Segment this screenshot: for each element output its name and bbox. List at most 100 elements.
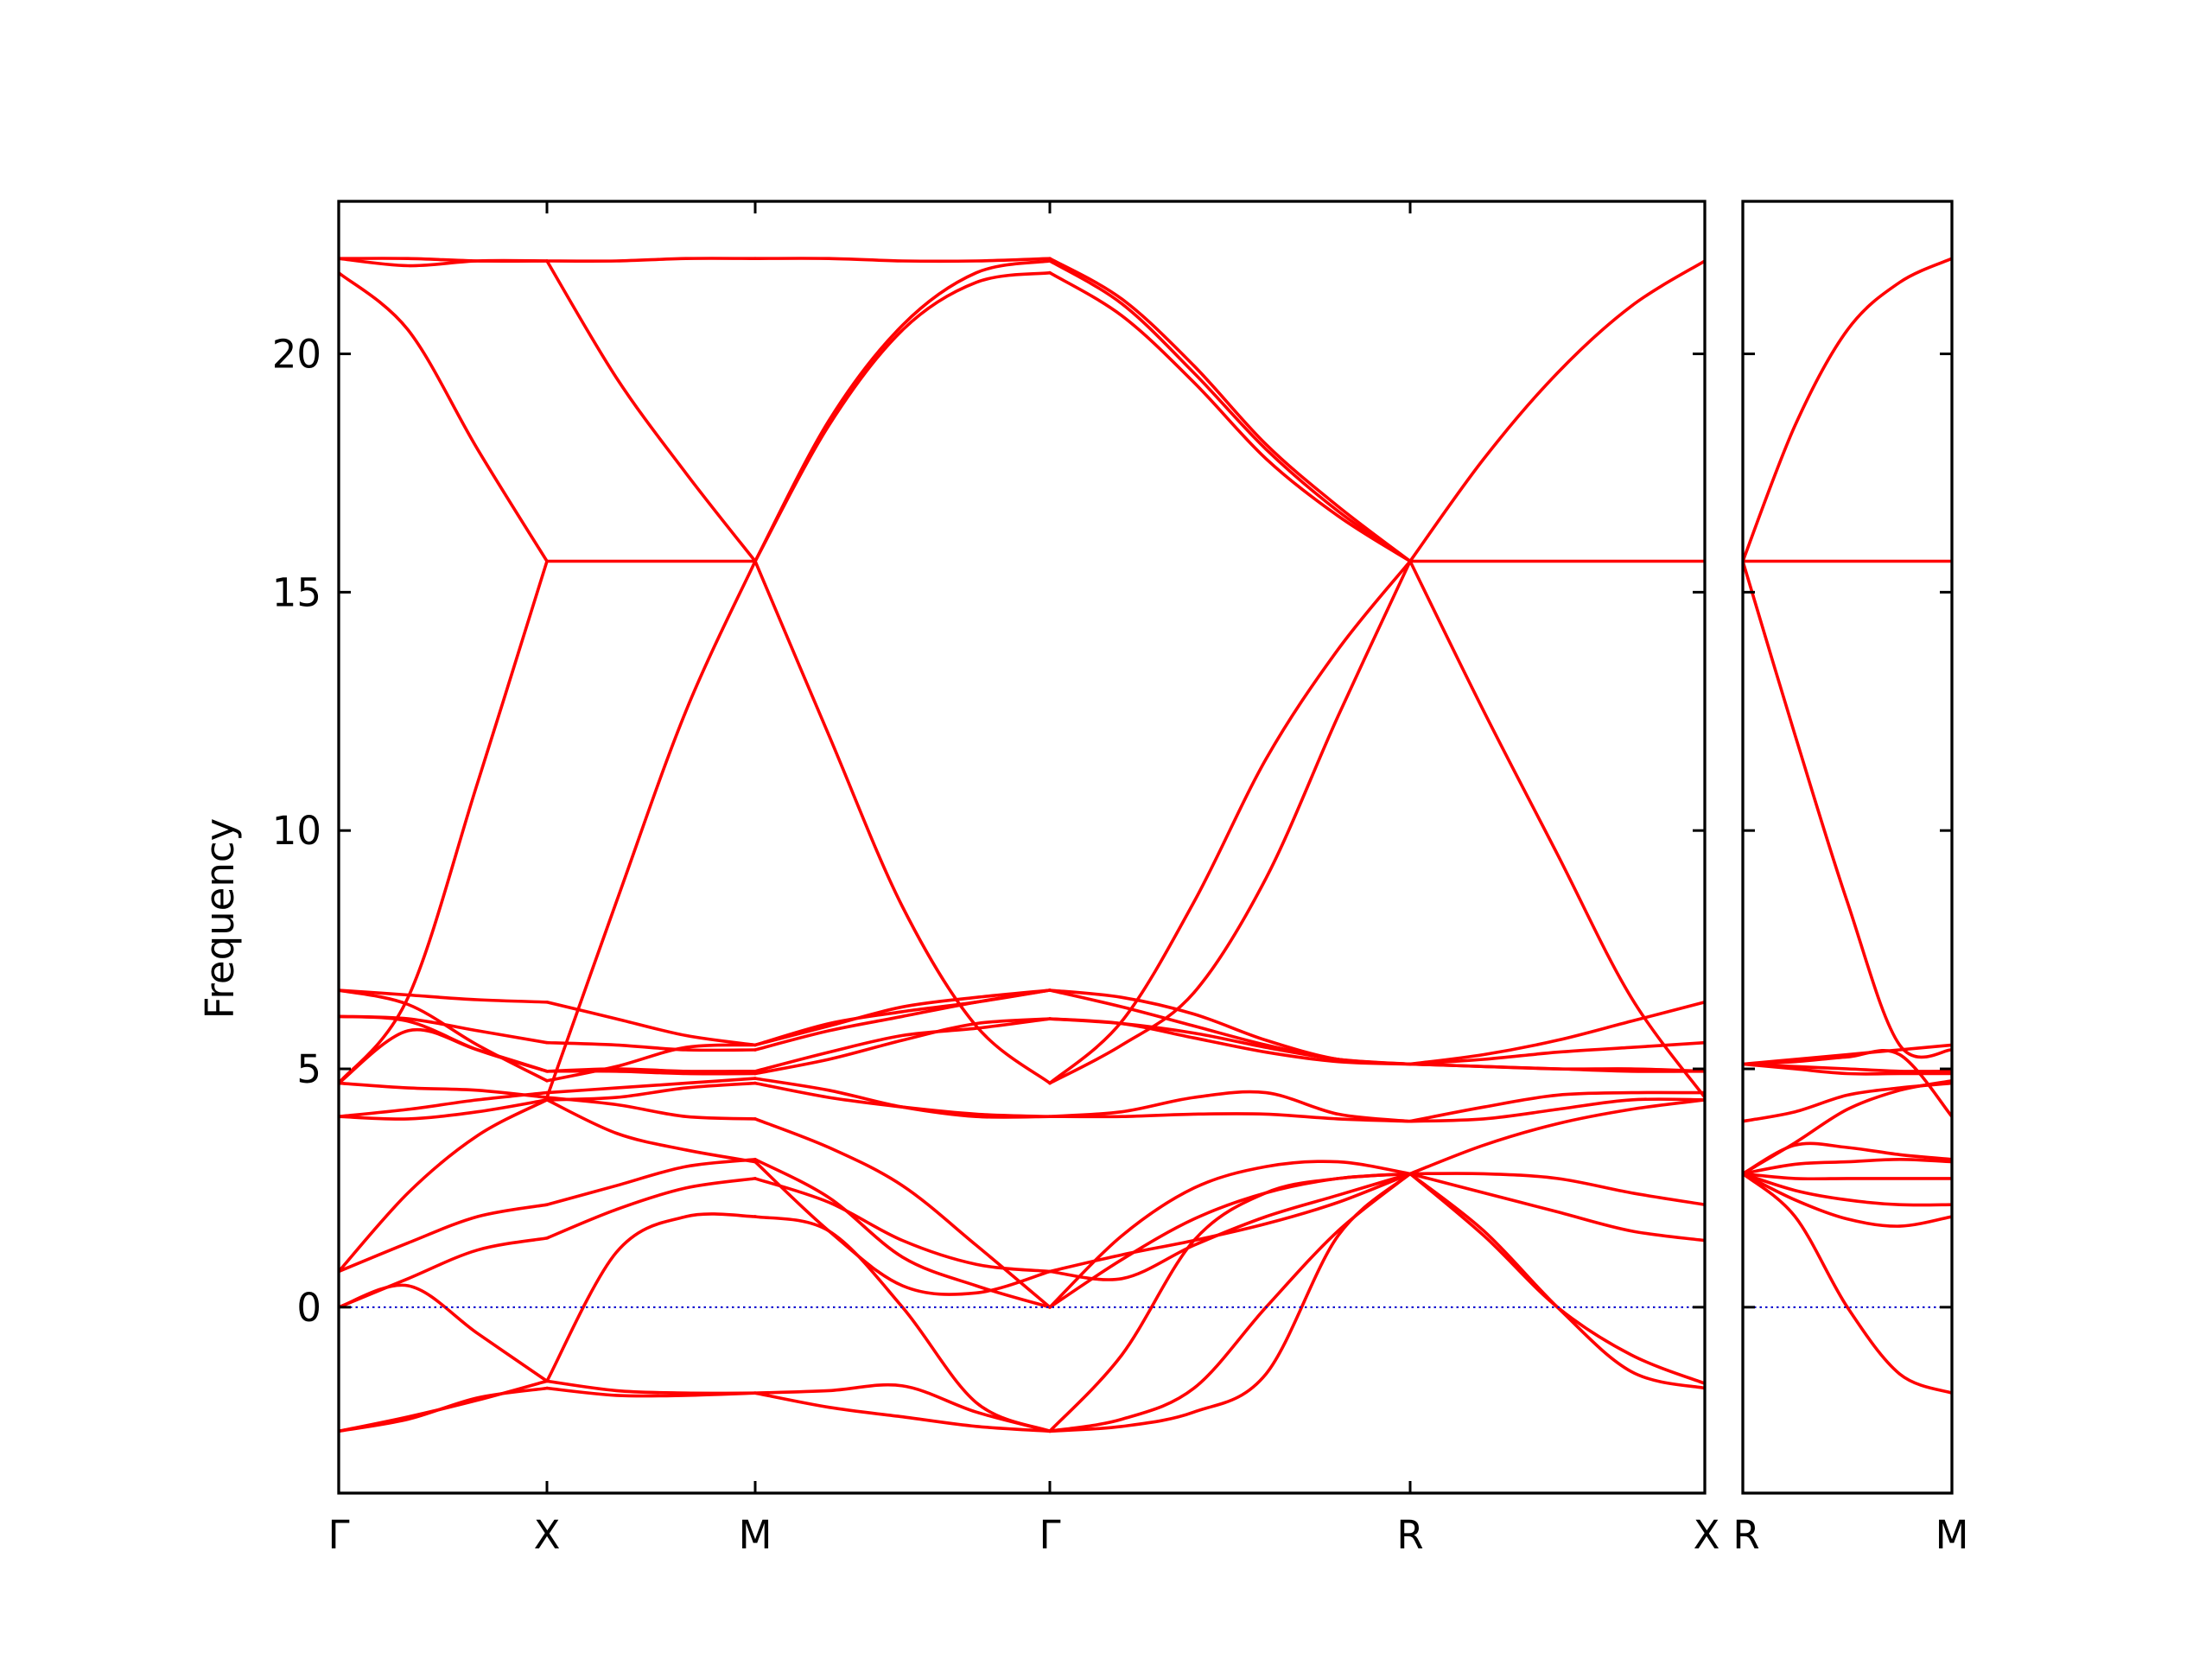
- band-main-seg5-6: [1408, 1097, 1705, 1123]
- band-main-seg4-3: [1048, 1172, 1412, 1433]
- band-main-seg1-12: [339, 1014, 549, 1045]
- band-main-seg3-2: [753, 1391, 1052, 1433]
- band-main-seg1-9: [339, 1081, 549, 1099]
- band-main-seg1-4: [339, 1236, 549, 1309]
- band-side-seg1-2: [1743, 1172, 1952, 1228]
- x-tick-label: X: [534, 1512, 561, 1558]
- band-main-seg4-2: [1048, 1172, 1412, 1433]
- band-main-seg2-4: [545, 1177, 757, 1240]
- band-main-seg4-7: [1048, 1172, 1412, 1274]
- x-tick-label: X: [1694, 1512, 1720, 1558]
- band-main-seg4-17: [1048, 257, 1412, 563]
- x-tick-label: M: [1936, 1512, 1969, 1558]
- bands-main: [339, 257, 1705, 1433]
- band-main-seg1-7: [339, 1098, 549, 1121]
- band-main-seg3-14: [753, 988, 1052, 1047]
- band-main-seg1-6: [339, 1098, 549, 1274]
- band-main-seg3-5: [753, 1158, 1052, 1309]
- band-main-seg4-14: [1048, 988, 1412, 1066]
- band-main-seg2-13: [545, 1043, 757, 1083]
- band-main-seg2-9: [545, 1077, 757, 1095]
- band-main-seg3-13: [753, 988, 1052, 1047]
- band-main-seg2-12: [545, 1040, 757, 1052]
- band-main-seg5-10: [1408, 1040, 1705, 1066]
- band-main-seg4-8: [1048, 1112, 1412, 1123]
- band-main-seg1-2: [339, 1379, 549, 1433]
- band-main-seg3-9: [753, 1077, 1052, 1119]
- band-main-seg3-15: [753, 270, 1052, 563]
- band-main-seg3-10: [753, 1017, 1052, 1076]
- band-main-seg3-8: [753, 1081, 1052, 1118]
- band-main-seg3-16: [753, 259, 1052, 563]
- band-main-seg2-6: [545, 1098, 757, 1164]
- band-main-seg4-6: [1048, 1172, 1412, 1281]
- x-tick-label: M: [739, 1512, 772, 1558]
- band-main-seg2-11: [545, 1067, 757, 1073]
- band-main-seg1-13: [339, 988, 549, 1083]
- y-tick-label: 10: [272, 808, 321, 854]
- band-side-seg1-1: [1743, 1172, 1952, 1395]
- band-main-seg4-1: [1048, 1172, 1412, 1433]
- y-tick-label: 0: [296, 1285, 321, 1331]
- band-main-seg4-9: [1048, 1090, 1412, 1123]
- band-main-seg3-4: [753, 1177, 1052, 1274]
- band-main-seg5-13: [1408, 559, 1705, 1099]
- band-main-seg1-5: [339, 1203, 549, 1274]
- band-main-seg4-5: [1048, 1160, 1412, 1309]
- band-main-seg2-18: [545, 257, 757, 263]
- y-tick-label: 5: [296, 1046, 321, 1092]
- bands-side: [1743, 257, 1952, 1395]
- band-main-seg2-17: [545, 259, 757, 563]
- band-main-seg2-5: [545, 1158, 757, 1206]
- band-main-seg1-3: [339, 1283, 549, 1383]
- band-main-seg3-6: [753, 1160, 1052, 1296]
- band-side-seg1-12: [1743, 1049, 1952, 1118]
- x-tick-label: Γ: [327, 1512, 349, 1558]
- band-main-seg2-3: [545, 1212, 757, 1383]
- band-main-seg3-1: [753, 1382, 1052, 1433]
- band-main-seg5-3: [1408, 1172, 1705, 1243]
- y-tick-label: 15: [272, 569, 321, 615]
- band-side-seg1-4: [1743, 1172, 1952, 1181]
- band-main-seg4-4: [1048, 1172, 1412, 1309]
- ticks-main: [339, 201, 1705, 1493]
- frame-main: [337, 200, 1707, 1495]
- band-side-seg1-8: [1743, 1081, 1952, 1123]
- frame-side: [1741, 200, 1954, 1495]
- band-main-seg4-16: [1048, 259, 1412, 563]
- band-main-seg2-8: [545, 1081, 757, 1102]
- x-tick-label: Γ: [1039, 1512, 1060, 1558]
- band-main-seg1-18: [339, 257, 549, 263]
- band-main-seg1-8: [339, 1090, 549, 1118]
- band-main-seg1-16: [339, 270, 549, 563]
- band-main-seg3-18: [753, 257, 1052, 264]
- panel-side: [1741, 200, 1954, 1495]
- band-main-seg5-9: [1408, 1062, 1705, 1073]
- x-tick-label: R: [1396, 1512, 1423, 1558]
- band-main-seg4-15: [1048, 270, 1412, 563]
- y-tick-label: 20: [272, 332, 321, 378]
- band-main-seg2-15: [545, 559, 757, 1099]
- band-side-seg1-15: [1743, 257, 1952, 563]
- y-tick-labels: 0 5 10 15 20: [272, 332, 321, 1331]
- x-tick-label: R: [1732, 1512, 1759, 1558]
- band-side-seg1-3: [1743, 1172, 1952, 1207]
- band-main-seg3-17: [753, 559, 1052, 1085]
- band-main-seg4-10: [1048, 559, 1412, 1085]
- band-main-seg3-3: [753, 1215, 1052, 1433]
- band-main-seg5-4: [1408, 1172, 1705, 1206]
- band-main-seg5-7: [1408, 1090, 1705, 1123]
- band-main-seg3-11: [753, 1017, 1052, 1073]
- band-main-seg1-14: [339, 988, 549, 1004]
- band-main-seg1-15: [339, 559, 549, 1085]
- band-main-seg5-2: [1408, 1172, 1705, 1390]
- band-side-seg1-11: [1743, 1043, 1952, 1066]
- band-main-seg5-5: [1408, 1098, 1705, 1176]
- band-side-seg1-9: [1743, 1062, 1952, 1076]
- band-side-seg1-14: [1743, 559, 1952, 1059]
- band-main-seg5-11: [1408, 1001, 1705, 1066]
- band-main-seg2-2: [545, 1386, 757, 1398]
- band-side-seg1-7: [1743, 1141, 1952, 1176]
